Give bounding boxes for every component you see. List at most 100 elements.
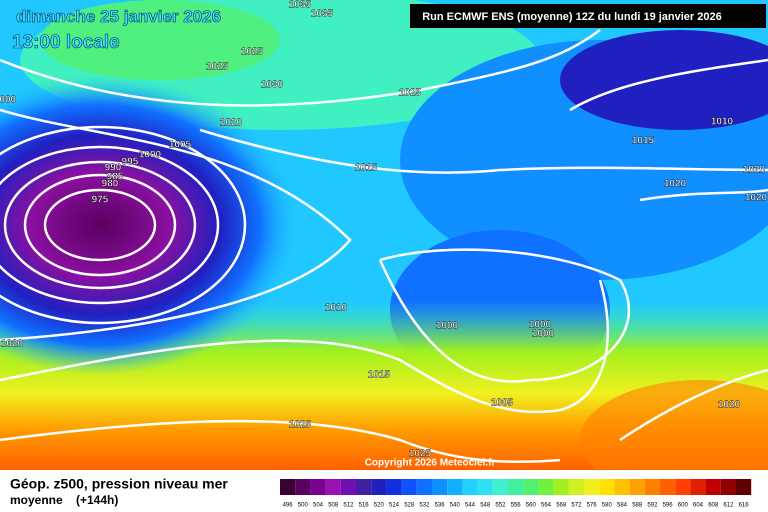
isobar-label: 1025	[241, 47, 264, 58]
scale-swatch	[705, 479, 721, 495]
isobar-label: 1030	[261, 80, 284, 91]
scale-label: 596	[663, 503, 674, 509]
scale-label: 608	[708, 503, 719, 509]
scale-label: 552	[495, 503, 506, 509]
isobar-label: 1020	[743, 165, 766, 176]
scale-swatch	[553, 479, 569, 495]
footer-lead: (+144h)	[76, 493, 118, 507]
scale-label: 576	[587, 503, 598, 509]
isobar-label: 1020	[664, 179, 687, 190]
isobar-label: 990	[105, 163, 122, 174]
scale-label: 616	[739, 503, 750, 509]
isobar-label: 995	[122, 157, 139, 168]
footer-title: Géop. z500, pression niveau mer	[10, 476, 228, 492]
scale-swatch	[295, 479, 311, 495]
scale-swatch	[416, 479, 432, 495]
isobar-label: 1000	[529, 320, 552, 331]
scale-label: 600	[678, 503, 689, 509]
background	[0, 0, 768, 500]
scale-swatch	[568, 479, 584, 495]
isobar-label: 1020	[745, 193, 768, 204]
scale-label: 556	[511, 503, 522, 509]
scale-label: 508	[328, 503, 339, 509]
scale-swatch	[432, 479, 448, 495]
scale-label: 572	[571, 503, 582, 509]
isobar-label: 1020	[718, 400, 741, 411]
isobar-label: 1000	[139, 150, 162, 161]
scale-swatch	[325, 479, 341, 495]
scale-label: 612	[723, 503, 734, 509]
isobar-label: 1015	[632, 136, 655, 147]
scale-label: 516	[359, 503, 370, 509]
scale-swatch	[401, 479, 417, 495]
scale-label: 548	[480, 503, 491, 509]
isobar-label: 1035	[311, 9, 334, 20]
footer-subtitle: moyenne	[10, 493, 63, 507]
isobar-label: 1000	[532, 329, 555, 340]
isobars	[0, 28, 768, 464]
scale-label: 532	[419, 503, 430, 509]
color-scale: 496 500 504 508 512 516 520 524 528 532 536 540 544 5…	[280, 479, 752, 509]
scale-label: 520	[374, 503, 385, 509]
scale-swatch	[371, 479, 387, 495]
scale-label: 580	[602, 503, 613, 509]
scale-swatch	[523, 479, 539, 495]
scale-swatch	[310, 479, 326, 495]
scale-swatch	[356, 479, 372, 495]
scale-swatch	[614, 479, 630, 495]
scale-swatch	[629, 479, 645, 495]
scale-label: 512	[343, 503, 354, 509]
copyright: Copyright 2026 Meteociel.fr	[365, 458, 496, 469]
scale-label: 504	[313, 503, 324, 509]
scale-swatch	[340, 479, 356, 495]
scale-label: 584	[617, 503, 628, 509]
scale-label: 540	[450, 503, 461, 509]
isobar-label: 1000	[0, 95, 17, 106]
scale-label: 564	[541, 503, 552, 509]
scale-swatch	[386, 479, 402, 495]
scale-label: 592	[647, 503, 658, 509]
scale-swatch	[736, 479, 752, 495]
isobar-labels: 1035103510251025103010251020100510009959…	[0, 0, 768, 460]
isobar-label: 1025	[399, 88, 422, 99]
scale-swatch	[644, 479, 660, 495]
scale-swatch	[690, 479, 706, 495]
scale-label: 568	[556, 503, 567, 509]
isobar-label: 1020	[1, 339, 24, 350]
scale-swatch	[599, 479, 615, 495]
scale-swatch	[720, 479, 736, 495]
isobar-label: 1005	[169, 140, 192, 151]
scale-swatch	[462, 479, 478, 495]
isobar-label: 985	[107, 172, 124, 183]
date: dimanche 25 janvier 2026	[16, 7, 221, 26]
scale-swatch	[492, 479, 508, 495]
scale-swatch	[508, 479, 524, 495]
scale-label: 524	[389, 503, 400, 509]
scale-label: 536	[435, 503, 446, 509]
scale-label: 560	[526, 503, 537, 509]
scale-swatch	[660, 479, 676, 495]
isobar-label: 1000	[436, 321, 459, 332]
scale-swatch	[538, 479, 554, 495]
scale-swatch	[584, 479, 600, 495]
isobar-label: 1010	[325, 303, 348, 314]
scale-label: 604	[693, 503, 704, 509]
isobar-label: 975	[92, 195, 109, 206]
isobar-label: 1020	[220, 118, 243, 129]
isobar-label: 1025	[409, 449, 432, 460]
scale-label: 588	[632, 503, 643, 509]
isobar-label: 1010	[711, 117, 734, 128]
run-info: Run ECMWF ENS (moyenne) 12Z du lundi 19 …	[422, 11, 722, 23]
isobar-label: 980	[102, 179, 119, 190]
isobar-label: 1005	[491, 398, 514, 409]
isobar-label: 1015	[355, 163, 378, 174]
isobar-label: 1025	[206, 62, 229, 73]
scale-label: 544	[465, 503, 476, 509]
scale-label: 500	[298, 503, 309, 509]
scale-label: 496	[283, 503, 294, 509]
isobar-label: 1015	[368, 370, 391, 381]
scale-swatch	[477, 479, 493, 495]
run-box	[410, 4, 766, 28]
time: 13:00 locale	[12, 32, 120, 53]
